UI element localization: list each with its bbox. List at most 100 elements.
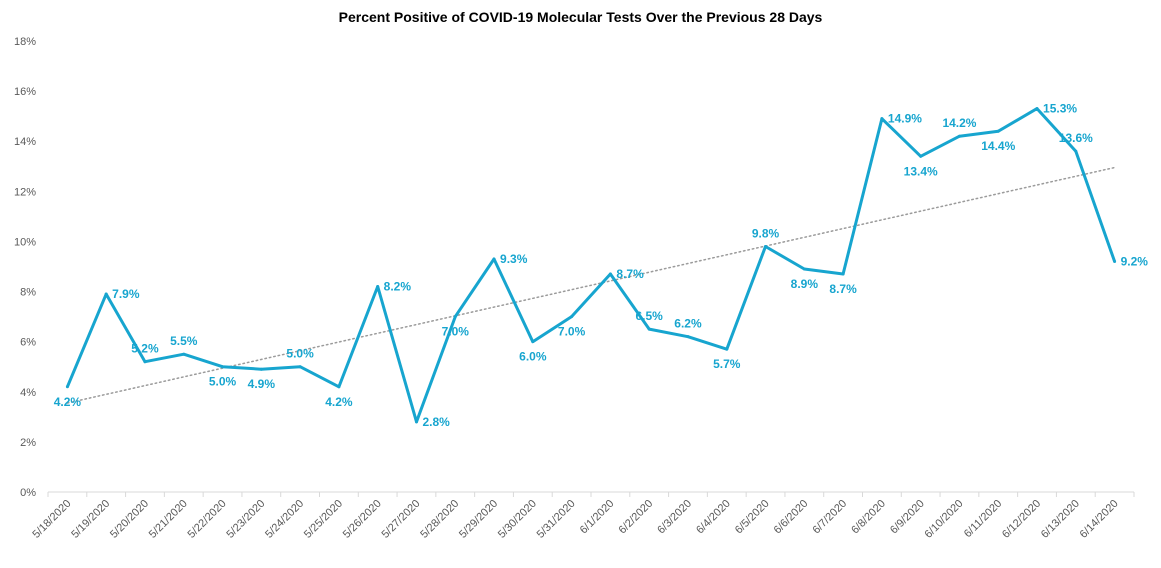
data-label: 8.7% <box>616 267 644 281</box>
x-tick-label: 5/24/2020 <box>263 498 306 541</box>
data-label: 13.6% <box>1059 131 1093 145</box>
x-tick-label: 5/23/2020 <box>224 498 267 541</box>
x-tick-label: 5/27/2020 <box>379 498 422 541</box>
data-point <box>376 285 380 289</box>
x-tick-label: 6/1/2020 <box>578 498 617 537</box>
data-label: 9.8% <box>752 226 780 240</box>
x-tick-label: 6/11/2020 <box>962 498 1005 541</box>
data-point <box>802 267 806 271</box>
y-axis: 0% 2% 4% 6% 8% 10% 12% 14% 16% 18% <box>14 36 36 499</box>
x-tick-label: 5/30/2020 <box>496 498 539 541</box>
data-point <box>65 385 69 389</box>
data-label: 5.5% <box>170 334 198 348</box>
data-label: 4.2% <box>325 395 353 409</box>
x-tick-label: 5/21/2020 <box>147 498 190 541</box>
y-tick-label: 12% <box>14 186 36 198</box>
data-point <box>337 385 341 389</box>
x-tick-label: 5/20/2020 <box>108 498 151 541</box>
x-tick-label: 6/7/2020 <box>810 498 849 537</box>
data-point <box>104 292 108 296</box>
data-point <box>957 134 961 138</box>
x-tick-label: 6/13/2020 <box>1039 498 1082 541</box>
data-label: 9.3% <box>500 252 528 266</box>
data-label: 5.7% <box>713 357 741 371</box>
x-tick-label: 6/10/2020 <box>922 498 965 541</box>
y-tick-label: 0% <box>20 487 36 499</box>
data-point <box>996 129 1000 133</box>
x-tick-label: 6/6/2020 <box>772 498 811 537</box>
x-tick-label: 5/18/2020 <box>30 498 73 541</box>
data-point <box>259 367 263 371</box>
data-point <box>531 340 535 344</box>
data-label: 6.0% <box>519 350 547 364</box>
data-label: 4.9% <box>248 377 276 391</box>
x-tick-label: 6/9/2020 <box>888 498 927 537</box>
y-tick-label: 8% <box>20 287 36 299</box>
x-tick-label: 6/12/2020 <box>1000 498 1043 541</box>
data-point <box>608 272 612 276</box>
data-point <box>764 244 768 248</box>
data-point <box>570 315 574 319</box>
series-layer <box>65 107 1117 424</box>
x-tick-label: 6/3/2020 <box>655 498 694 537</box>
y-tick-label: 2% <box>20 437 36 449</box>
data-label: 8.7% <box>829 282 857 296</box>
data-point <box>686 335 690 339</box>
data-label: 7.0% <box>558 325 586 339</box>
data-label: 15.3% <box>1043 102 1077 116</box>
x-axis: 5/18/20205/19/20205/20/20205/21/20205/22… <box>30 491 1135 541</box>
data-point <box>647 327 651 331</box>
x-tick-label: 6/14/2020 <box>1078 498 1121 541</box>
data-label: 8.9% <box>791 277 819 291</box>
data-label: 14.2% <box>942 116 976 130</box>
y-tick-label: 6% <box>20 337 36 349</box>
data-point <box>143 360 147 364</box>
y-tick-label: 10% <box>14 236 36 248</box>
x-tick-label: 5/25/2020 <box>302 498 345 541</box>
data-point <box>182 352 186 356</box>
x-tick-label: 6/8/2020 <box>849 498 888 537</box>
x-tick-label: 5/29/2020 <box>457 498 500 541</box>
chart-title: Percent Positive of COVID-19 Molecular T… <box>338 9 823 25</box>
x-tick-label: 6/2/2020 <box>617 498 656 537</box>
x-tick-label: 5/22/2020 <box>186 498 229 541</box>
trendline-layer <box>66 166 1116 404</box>
data-label-layer: 4.2% 7.9% 5.2% 5.5% 5.0% 4.9% 5.0% 4.2% 8.2% 2.8%… <box>54 102 1149 429</box>
y-tick-label: 14% <box>14 136 36 148</box>
data-label: 13.4% <box>904 164 938 178</box>
y-tick-label: 4% <box>20 387 36 399</box>
data-label: 4.2% <box>54 395 82 409</box>
data-point <box>453 315 457 319</box>
data-label: 14.4% <box>981 139 1015 153</box>
data-point <box>1113 259 1117 263</box>
data-label: 7.9% <box>112 287 140 301</box>
data-label: 7.0% <box>442 325 470 339</box>
data-label: 6.5% <box>635 309 663 323</box>
x-tick-label: 6/5/2020 <box>733 498 772 537</box>
series-line <box>66 107 1117 424</box>
data-point <box>492 257 496 261</box>
y-tick-label: 16% <box>14 86 36 98</box>
data-point <box>221 365 225 369</box>
data-point <box>841 272 845 276</box>
data-point <box>1074 149 1078 153</box>
data-point <box>919 154 923 158</box>
x-tick-label: 5/28/2020 <box>418 498 461 541</box>
data-point <box>1035 107 1039 111</box>
data-label: 8.2% <box>384 280 412 294</box>
data-label: 6.2% <box>674 317 702 331</box>
data-label: 9.2% <box>1121 254 1149 268</box>
trendline <box>66 166 1116 404</box>
data-point <box>414 420 418 424</box>
x-tick-label: 5/19/2020 <box>69 498 112 541</box>
x-tick-label: 5/26/2020 <box>341 498 384 541</box>
data-label: 5.0% <box>209 375 237 389</box>
data-label: 2.8% <box>422 415 450 429</box>
data-point <box>298 365 302 369</box>
data-point <box>725 347 729 351</box>
x-tick-label: 5/31/2020 <box>535 498 578 541</box>
data-label: 14.9% <box>888 112 922 126</box>
x-tick-label: 6/4/2020 <box>694 498 733 537</box>
